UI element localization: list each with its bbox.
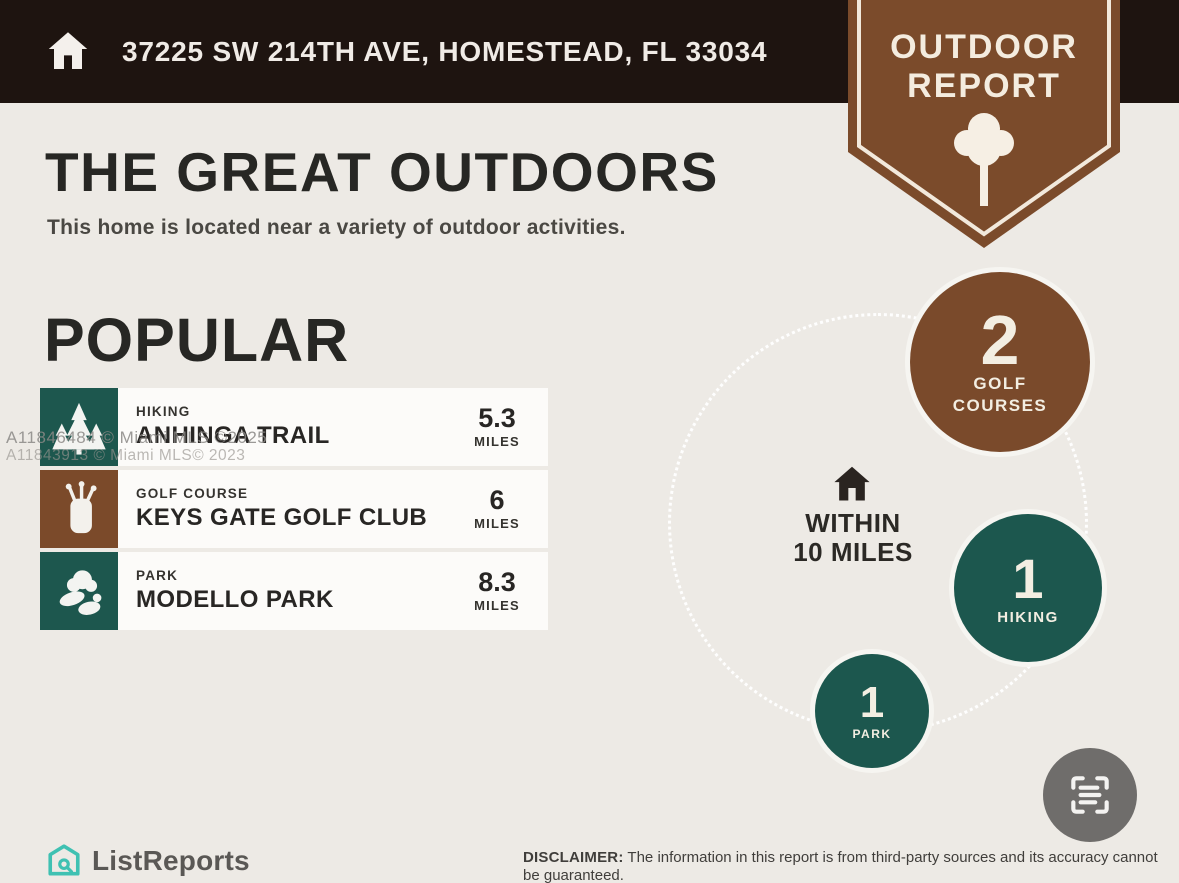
- list-item-hiking: HIKING ANHINGA TRAIL 5.3 MILES: [40, 388, 548, 466]
- hiking-label: HIKING: [997, 608, 1059, 626]
- page-subtitle: This home is located near a variety of o…: [47, 216, 626, 239]
- property-address: 37225 SW 214TH AVE, HOMESTEAD, FL 33034: [122, 35, 768, 67]
- outdoor-report-badge: OUTDOOR REPORT: [848, 0, 1120, 248]
- popular-list: HIKING ANHINGA TRAIL 5.3 MILES: [40, 388, 548, 634]
- item-distance: 8.3: [478, 567, 516, 597]
- disclaimer-label: DISCLAIMER:: [523, 849, 624, 866]
- park-icon: [40, 552, 118, 630]
- home-outline-icon: [834, 466, 870, 501]
- golf-bag-icon: [40, 470, 118, 548]
- golf-label: GOLF COURSES: [952, 374, 1048, 416]
- item-name: MODELLO PARK: [136, 586, 334, 613]
- listreports-logo: ListReports: [46, 843, 250, 879]
- mls-watermark-1: A11846484 © Miami MLS ©2025: [6, 428, 268, 447]
- popular-heading: POPULAR: [44, 306, 350, 374]
- item-name: ANHINGA TRAIL: [136, 422, 330, 449]
- listreports-logo-text: ListReports: [92, 845, 250, 876]
- bubble-golf-courses: 2 GOLF COURSES: [910, 272, 1090, 452]
- list-item-golf: GOLF COURSE KEYS GATE GOLF CLUB 6 MILES: [40, 470, 548, 548]
- item-category: PARK: [136, 568, 179, 583]
- bubble-hiking: 1 HIKING: [954, 514, 1102, 662]
- item-category: GOLF COURSE: [136, 486, 249, 501]
- home-icon: [48, 32, 88, 69]
- item-distance: 6: [489, 485, 505, 515]
- item-distance: 5.3: [478, 403, 516, 433]
- badge-title-line2: REPORT: [907, 67, 1061, 105]
- item-distance-unit: MILES: [474, 598, 520, 613]
- disclaimer-text: The information in this report is from t…: [523, 849, 1158, 883]
- tree-icon: [954, 113, 1014, 206]
- park-count: 1: [859, 678, 885, 727]
- radius-label: WITHIN 10 MILES: [793, 508, 913, 567]
- evergreen-trees-icon: [40, 388, 118, 466]
- mls-watermark-2: A11843913 © Miami MLS© 2023: [6, 447, 246, 464]
- disclaimer: DISCLAIMER: The information in this repo…: [523, 849, 1163, 883]
- listreports-house-icon: [48, 844, 80, 876]
- badge-title-line1: OUTDOOR: [890, 28, 1078, 66]
- item-category: HIKING: [136, 404, 191, 419]
- list-item-park: PARK MODELLO PARK 8.3 MILES: [40, 552, 548, 630]
- page-title: THE GREAT OUTDOORS: [45, 141, 719, 203]
- bubble-park: 1 PARK: [815, 654, 929, 768]
- scan-text-button[interactable]: [1043, 748, 1137, 842]
- golf-count: 2: [980, 300, 1020, 379]
- scan-text-icon: [1071, 776, 1109, 814]
- park-label: PARK: [852, 727, 892, 741]
- item-distance-unit: MILES: [474, 516, 520, 531]
- item-distance-unit: MILES: [474, 434, 520, 449]
- item-name: KEYS GATE GOLF CLUB: [136, 504, 428, 531]
- hiking-count: 1: [1012, 546, 1044, 610]
